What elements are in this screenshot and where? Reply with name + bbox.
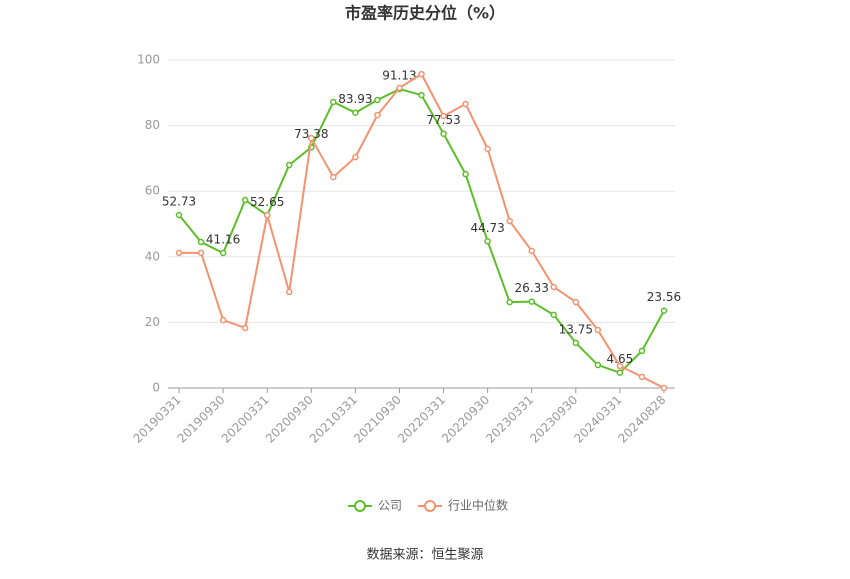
point: [594, 361, 602, 369]
point: [660, 307, 668, 314]
chart-title: 市盈率历史分位（%）: [345, 4, 505, 23]
point: [285, 288, 293, 296]
point: [418, 70, 425, 78]
point: [330, 98, 337, 106]
legend-label: 公司: [378, 499, 402, 513]
point: [484, 238, 491, 245]
data-label: 52.73: [162, 195, 196, 209]
data-label: 23.56: [647, 290, 681, 304]
point: [374, 111, 381, 119]
point: [484, 145, 491, 153]
point: [616, 362, 624, 370]
y-tick-label: 20: [145, 315, 160, 329]
data-label: 41.16: [206, 232, 240, 246]
point: [572, 298, 580, 306]
point: [374, 96, 381, 104]
point: [352, 153, 359, 161]
point: [440, 130, 447, 137]
point: [616, 369, 624, 376]
data-label: 73.38: [294, 127, 328, 141]
point: [528, 247, 535, 255]
legend-marker: [354, 500, 366, 512]
data-label: 83.93: [338, 92, 372, 106]
data-label: 77.53: [426, 113, 460, 127]
point: [506, 298, 513, 306]
point: [418, 91, 425, 99]
legend-marker: [424, 500, 437, 512]
x-tick-label: 20240828: [615, 393, 668, 446]
point: [219, 316, 227, 324]
point: [241, 324, 249, 332]
data-label: 26.33: [515, 281, 549, 295]
data-label: 52.65: [250, 195, 284, 209]
y-tick-label: 0: [152, 381, 160, 395]
point: [330, 173, 337, 181]
legend-item: 行业中位数: [418, 498, 508, 513]
point: [396, 84, 403, 92]
point: [219, 249, 227, 257]
y-tick-label: 100: [137, 53, 160, 67]
point: [550, 283, 558, 291]
point: [352, 109, 359, 116]
point: [440, 112, 447, 120]
data-label: 91.13: [382, 69, 416, 83]
point: [638, 347, 646, 355]
point: [175, 249, 183, 257]
point: [660, 384, 668, 392]
point: [197, 238, 205, 246]
source: 数据来源：恒生聚源: [366, 548, 483, 563]
point: [263, 211, 271, 219]
point: [241, 196, 249, 204]
point: [572, 339, 580, 347]
point: [528, 298, 535, 305]
point: [308, 134, 315, 142]
legend-label: 行业中位数: [448, 498, 508, 513]
y-tick-label: 80: [145, 118, 160, 132]
point: [197, 249, 205, 257]
y-tick-label: 60: [145, 184, 160, 198]
point: [594, 326, 602, 334]
series-line: [179, 72, 665, 389]
legend-item: 公司: [348, 499, 402, 513]
point: [462, 170, 469, 178]
data-label: 13.75: [559, 322, 593, 336]
point: [462, 100, 469, 108]
data-label: 44.73: [470, 221, 504, 235]
point: [638, 373, 646, 381]
point: [175, 211, 183, 219]
point: [506, 217, 513, 225]
point: [285, 161, 293, 169]
point: [550, 311, 558, 319]
y-tick-label: 40: [145, 249, 160, 263]
